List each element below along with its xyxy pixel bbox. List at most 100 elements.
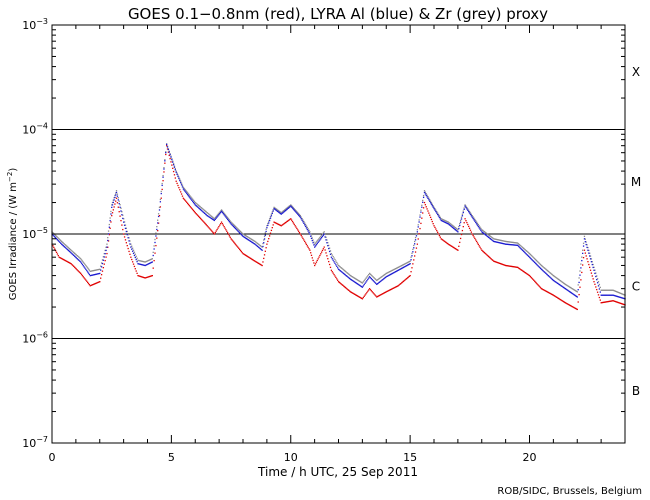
series-0-point — [543, 289, 545, 291]
series-2-point — [430, 203, 433, 205]
series-0-point — [379, 294, 381, 296]
series-2-point — [521, 248, 523, 251]
series-1-point — [228, 219, 231, 221]
series-2-point — [225, 216, 227, 218]
series-2-point — [300, 218, 302, 220]
series-0-point — [423, 201, 426, 204]
series-2-point — [268, 222, 270, 224]
y-tick-base: 10 — [22, 333, 36, 346]
series-1-point — [433, 206, 435, 209]
series-2-point — [329, 253, 332, 255]
series-2-point — [578, 281, 580, 284]
series-1-point — [414, 240, 416, 243]
series-0-point — [153, 259, 155, 262]
series-1-point — [312, 239, 314, 241]
series-2-point — [423, 191, 426, 194]
series-1-point — [527, 251, 529, 253]
series-1-point — [320, 235, 322, 237]
series-2-point — [562, 286, 564, 288]
series-0-point — [142, 276, 145, 279]
series-1-point — [496, 238, 498, 241]
series-1-point — [204, 210, 207, 212]
series-2-point — [519, 247, 521, 249]
series-1-point — [362, 281, 364, 283]
series-0-point — [393, 287, 395, 289]
series-0-point — [54, 250, 57, 252]
series-1-point — [135, 255, 137, 257]
series-0-point — [109, 227, 111, 229]
series-2-point — [406, 264, 409, 266]
series-1-point — [550, 272, 552, 275]
series-1-point — [337, 263, 339, 265]
series-0-point — [553, 295, 555, 297]
series-1-point — [67, 247, 70, 249]
series-1-point — [547, 270, 549, 272]
series-2-point — [168, 151, 170, 153]
series-0-point — [250, 257, 252, 260]
series-2-point — [204, 212, 206, 214]
series-2-point — [504, 243, 506, 245]
series-2-point — [285, 209, 288, 211]
series-1-point — [549, 272, 551, 274]
series-0-point — [513, 266, 515, 268]
series-2-point — [134, 256, 136, 259]
series-2-point — [372, 279, 374, 282]
series-2-point — [471, 216, 473, 218]
series-1-point — [134, 253, 136, 255]
series-0-point — [620, 303, 623, 305]
series-0-point — [445, 242, 448, 244]
series-1-point — [207, 212, 209, 215]
series-0-point — [539, 286, 541, 288]
series-1-point — [261, 246, 263, 248]
series-0-point — [337, 281, 340, 283]
series-0-point — [201, 219, 203, 221]
series-2-point — [616, 295, 619, 298]
series-0-point — [466, 221, 468, 224]
series-2-point — [365, 281, 367, 283]
series-2-point — [264, 234, 266, 236]
series-2-point — [443, 221, 445, 223]
series-0-point — [167, 151, 170, 153]
series-0-point — [162, 180, 164, 182]
series-2-point — [142, 264, 145, 266]
series-0-point — [591, 275, 593, 277]
series-2-point — [474, 220, 476, 222]
series-0-point — [582, 264, 584, 266]
series-1-point — [348, 274, 351, 276]
series-2-point — [53, 235, 55, 237]
series-2-point — [404, 265, 406, 268]
series-2-point — [148, 262, 151, 264]
series-2-point — [450, 225, 452, 227]
series-2-point — [587, 249, 589, 251]
series-2-point — [280, 213, 282, 215]
series-0-point — [426, 208, 428, 210]
series-0-point — [484, 252, 486, 255]
series-2-point — [303, 222, 305, 224]
series-0-point — [102, 267, 105, 269]
series-1-point — [274, 207, 276, 209]
series-2-point — [559, 284, 561, 286]
series-2-point — [370, 278, 373, 280]
series-0-point — [595, 286, 597, 288]
series-2-point — [445, 221, 447, 224]
series-0-point — [114, 203, 116, 205]
series-2-point — [444, 221, 446, 223]
series-0-point — [361, 298, 364, 300]
series-2-point — [441, 220, 443, 222]
series-1-point — [282, 210, 284, 212]
series-0-point — [333, 273, 335, 276]
series-1-point — [128, 237, 130, 239]
series-0-point — [110, 221, 112, 223]
series-1-point — [392, 269, 394, 271]
series-2-point — [459, 224, 461, 227]
series-2-point — [486, 235, 488, 237]
series-2-point — [123, 224, 126, 226]
series-1-point — [344, 270, 347, 272]
series-0-point — [437, 233, 440, 235]
series-0-point — [193, 211, 196, 213]
series-2-point — [510, 244, 512, 246]
series-1-point — [558, 279, 561, 281]
series-2-point — [608, 294, 610, 296]
x-tick-label-2: 10 — [284, 451, 298, 464]
series-2-point — [220, 211, 222, 214]
